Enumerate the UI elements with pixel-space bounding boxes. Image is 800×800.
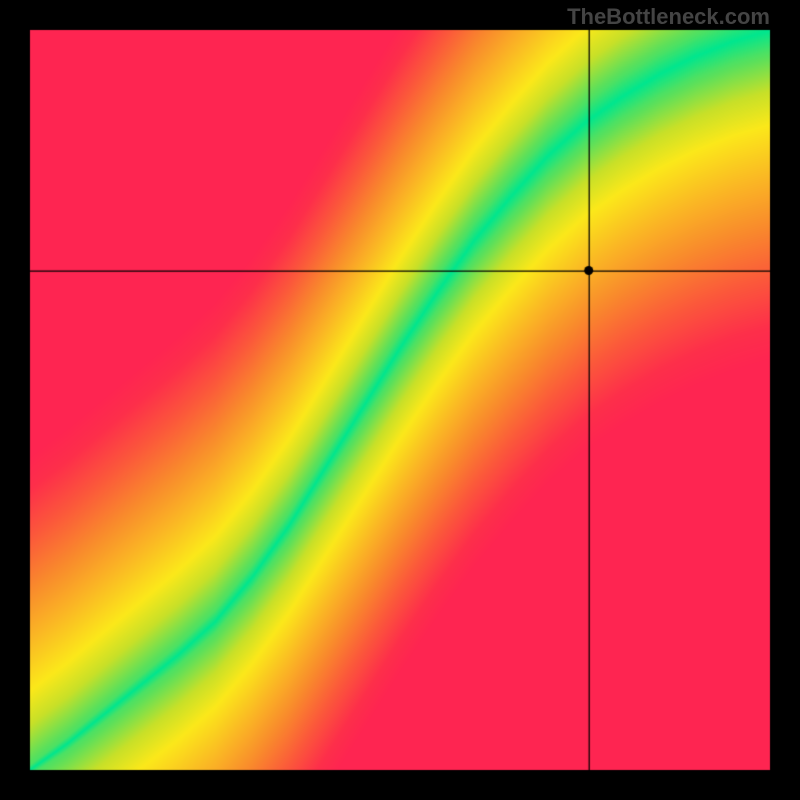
bottleneck-heatmap (0, 0, 800, 800)
watermark-text: TheBottleneck.com (567, 4, 770, 30)
chart-container: TheBottleneck.com (0, 0, 800, 800)
